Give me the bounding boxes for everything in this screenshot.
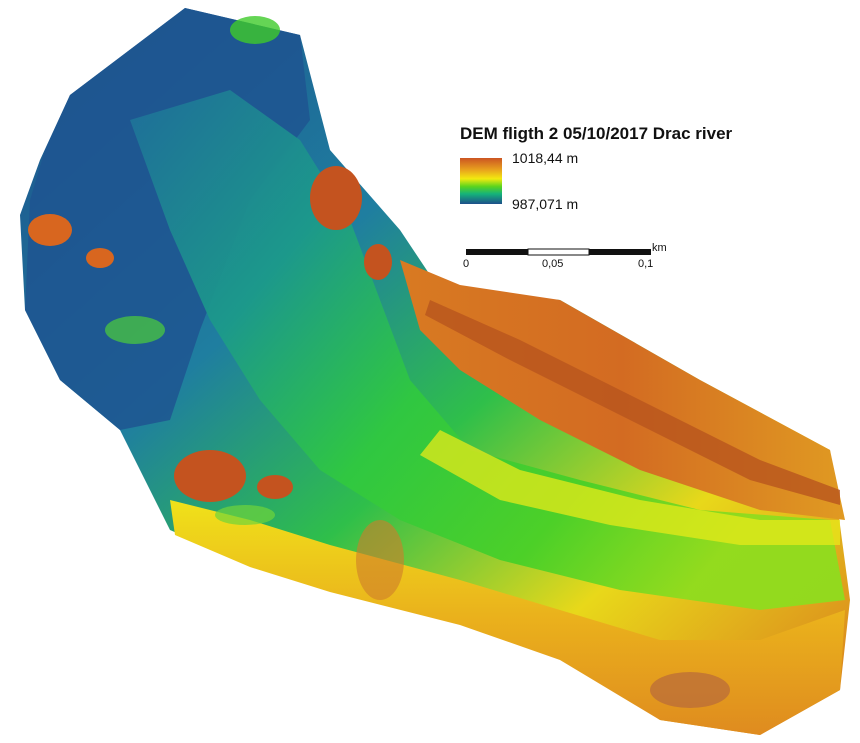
scale-bar-segment <box>589 249 651 255</box>
dem-vegetation-patch <box>105 316 165 344</box>
scale-label-0: 0 <box>463 258 470 270</box>
dem-high-island <box>28 214 72 246</box>
scale-label-max: 0,1 <box>638 258 654 270</box>
dem-high-island <box>174 450 246 502</box>
dem-high-island <box>650 672 730 708</box>
dem-vegetation-patch <box>230 16 280 44</box>
map-title: DEM fligth 2 05/10/2017 Drac river <box>460 124 733 143</box>
dem-terrace-ridge <box>425 300 840 505</box>
dem-high-island <box>86 248 114 268</box>
scale-bar: 0 0,05 0,1 km <box>463 242 667 282</box>
dem-high-island <box>257 475 293 499</box>
scale-bar-segment <box>527 248 590 256</box>
legend-max-label: 1018,44 m <box>512 150 579 166</box>
dem-high-island <box>310 166 362 230</box>
scale-unit: km <box>652 242 667 254</box>
legend-color-ramp <box>460 158 502 204</box>
dem-high-island <box>356 520 404 600</box>
dem-river-channel <box>130 90 845 610</box>
legend-min-label: 987,071 m <box>512 196 579 212</box>
scale-bar-segment <box>466 249 528 255</box>
dem-vegetation-patch <box>215 505 275 525</box>
dem-high-island <box>364 244 392 280</box>
dem-yellow-band <box>420 430 840 545</box>
scale-label-mid: 0,05 <box>542 258 564 270</box>
